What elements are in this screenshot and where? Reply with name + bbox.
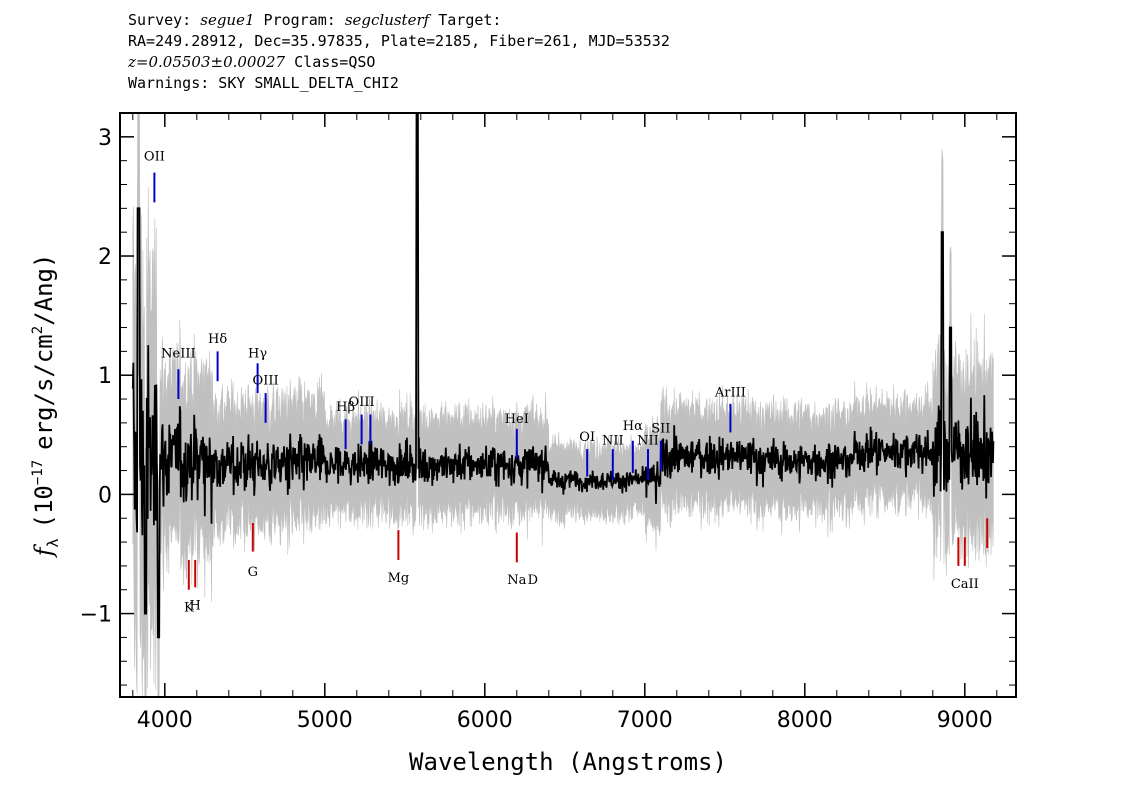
absorption-line-label: D [528,573,538,588]
target-label: Target: [438,11,502,29]
y-tick-label: 0 [98,483,112,508]
emission-line-label: NeIII [161,346,195,361]
x-axis-title: Wavelength (Angstroms) [409,748,727,776]
emission-line-label: Hβ [336,400,355,415]
flux-line [131,112,995,639]
emission-line-label: Hγ [248,346,267,361]
absorption-line-label: CaII [951,577,979,592]
emission-line-label: OII [144,150,165,165]
emission-line-label: HeI [505,412,529,427]
y-axis-exp: −17 [30,460,46,485]
x-tick-label: 7000 [617,708,673,733]
y-axis-open: (10 [30,485,58,528]
absorption-line-label: G [248,565,258,580]
program-value: segclusterf [344,11,430,29]
series-layer [131,112,995,698]
y-axis-exp2: 2 [30,326,46,334]
header-line-1: Survey: segue1 Program: segclusterf Targ… [128,10,670,31]
absorption-line-label: Na [507,573,526,588]
y-tick-label: 1 [98,364,112,389]
plot-frame [119,112,1017,698]
y-tick-label: 3 [98,126,112,151]
x-tick-label: 9000 [937,708,993,733]
y-axis-end: /Ang) [30,254,58,326]
emission-line-label: Hδ [208,332,227,347]
header-warnings: Warnings: SKY SMALL_DELTA_CHI2 [128,74,399,92]
header-line-3: z=0.05503±0.00027 Class=QSO [128,52,670,73]
y-axis-sub: λ [44,539,62,548]
survey-value: segue1 [200,11,255,29]
x-tick-label: 5000 [297,708,353,733]
header-coords: RA=249.28912, Dec=35.97835, Plate=2185, … [128,32,670,50]
program-label: Program: [263,11,336,29]
x-tick-label: 6000 [457,708,513,733]
emission-line-label: ArIII [714,386,746,401]
y-axis-title-text: fλ(10−17erg/s/cm2/Ang) [30,254,62,559]
class-value: Class=QSO [294,53,376,71]
y-tick-label: 2 [98,245,112,270]
ticks-layer: 4000 5000 6000 7000 8000 9000 −1 0 1 2 3 [80,113,1016,733]
absorption-line-label: K [184,601,194,616]
redshift-value: z=0.05503±0.00027 [128,53,286,71]
emission-line-label: Hα [623,419,643,434]
survey-label: Survey: [128,11,192,29]
y-tick-label: −1 [80,603,112,628]
x-tick-label: 4000 [137,708,193,733]
y-axis-title: fλ(10−17erg/s/cm2/Ang) [30,254,62,559]
emission-line-label: NII [602,433,624,448]
plot-header: Survey: segue1 Program: segclusterf Targ… [128,10,670,94]
emission-line-label: NII [637,433,659,448]
absorption-line-label: Mg [388,571,410,586]
y-axis-mid: erg/s/cm [30,334,58,450]
emission-line-label: OIII [349,395,375,410]
error-band [132,112,994,698]
emission-line-label: OIII [253,374,279,389]
emission-line-label: SII [651,421,670,436]
absorption-line-label: H [190,598,201,613]
emission-line-label: OI [579,430,595,445]
x-tick-label: 8000 [777,708,833,733]
